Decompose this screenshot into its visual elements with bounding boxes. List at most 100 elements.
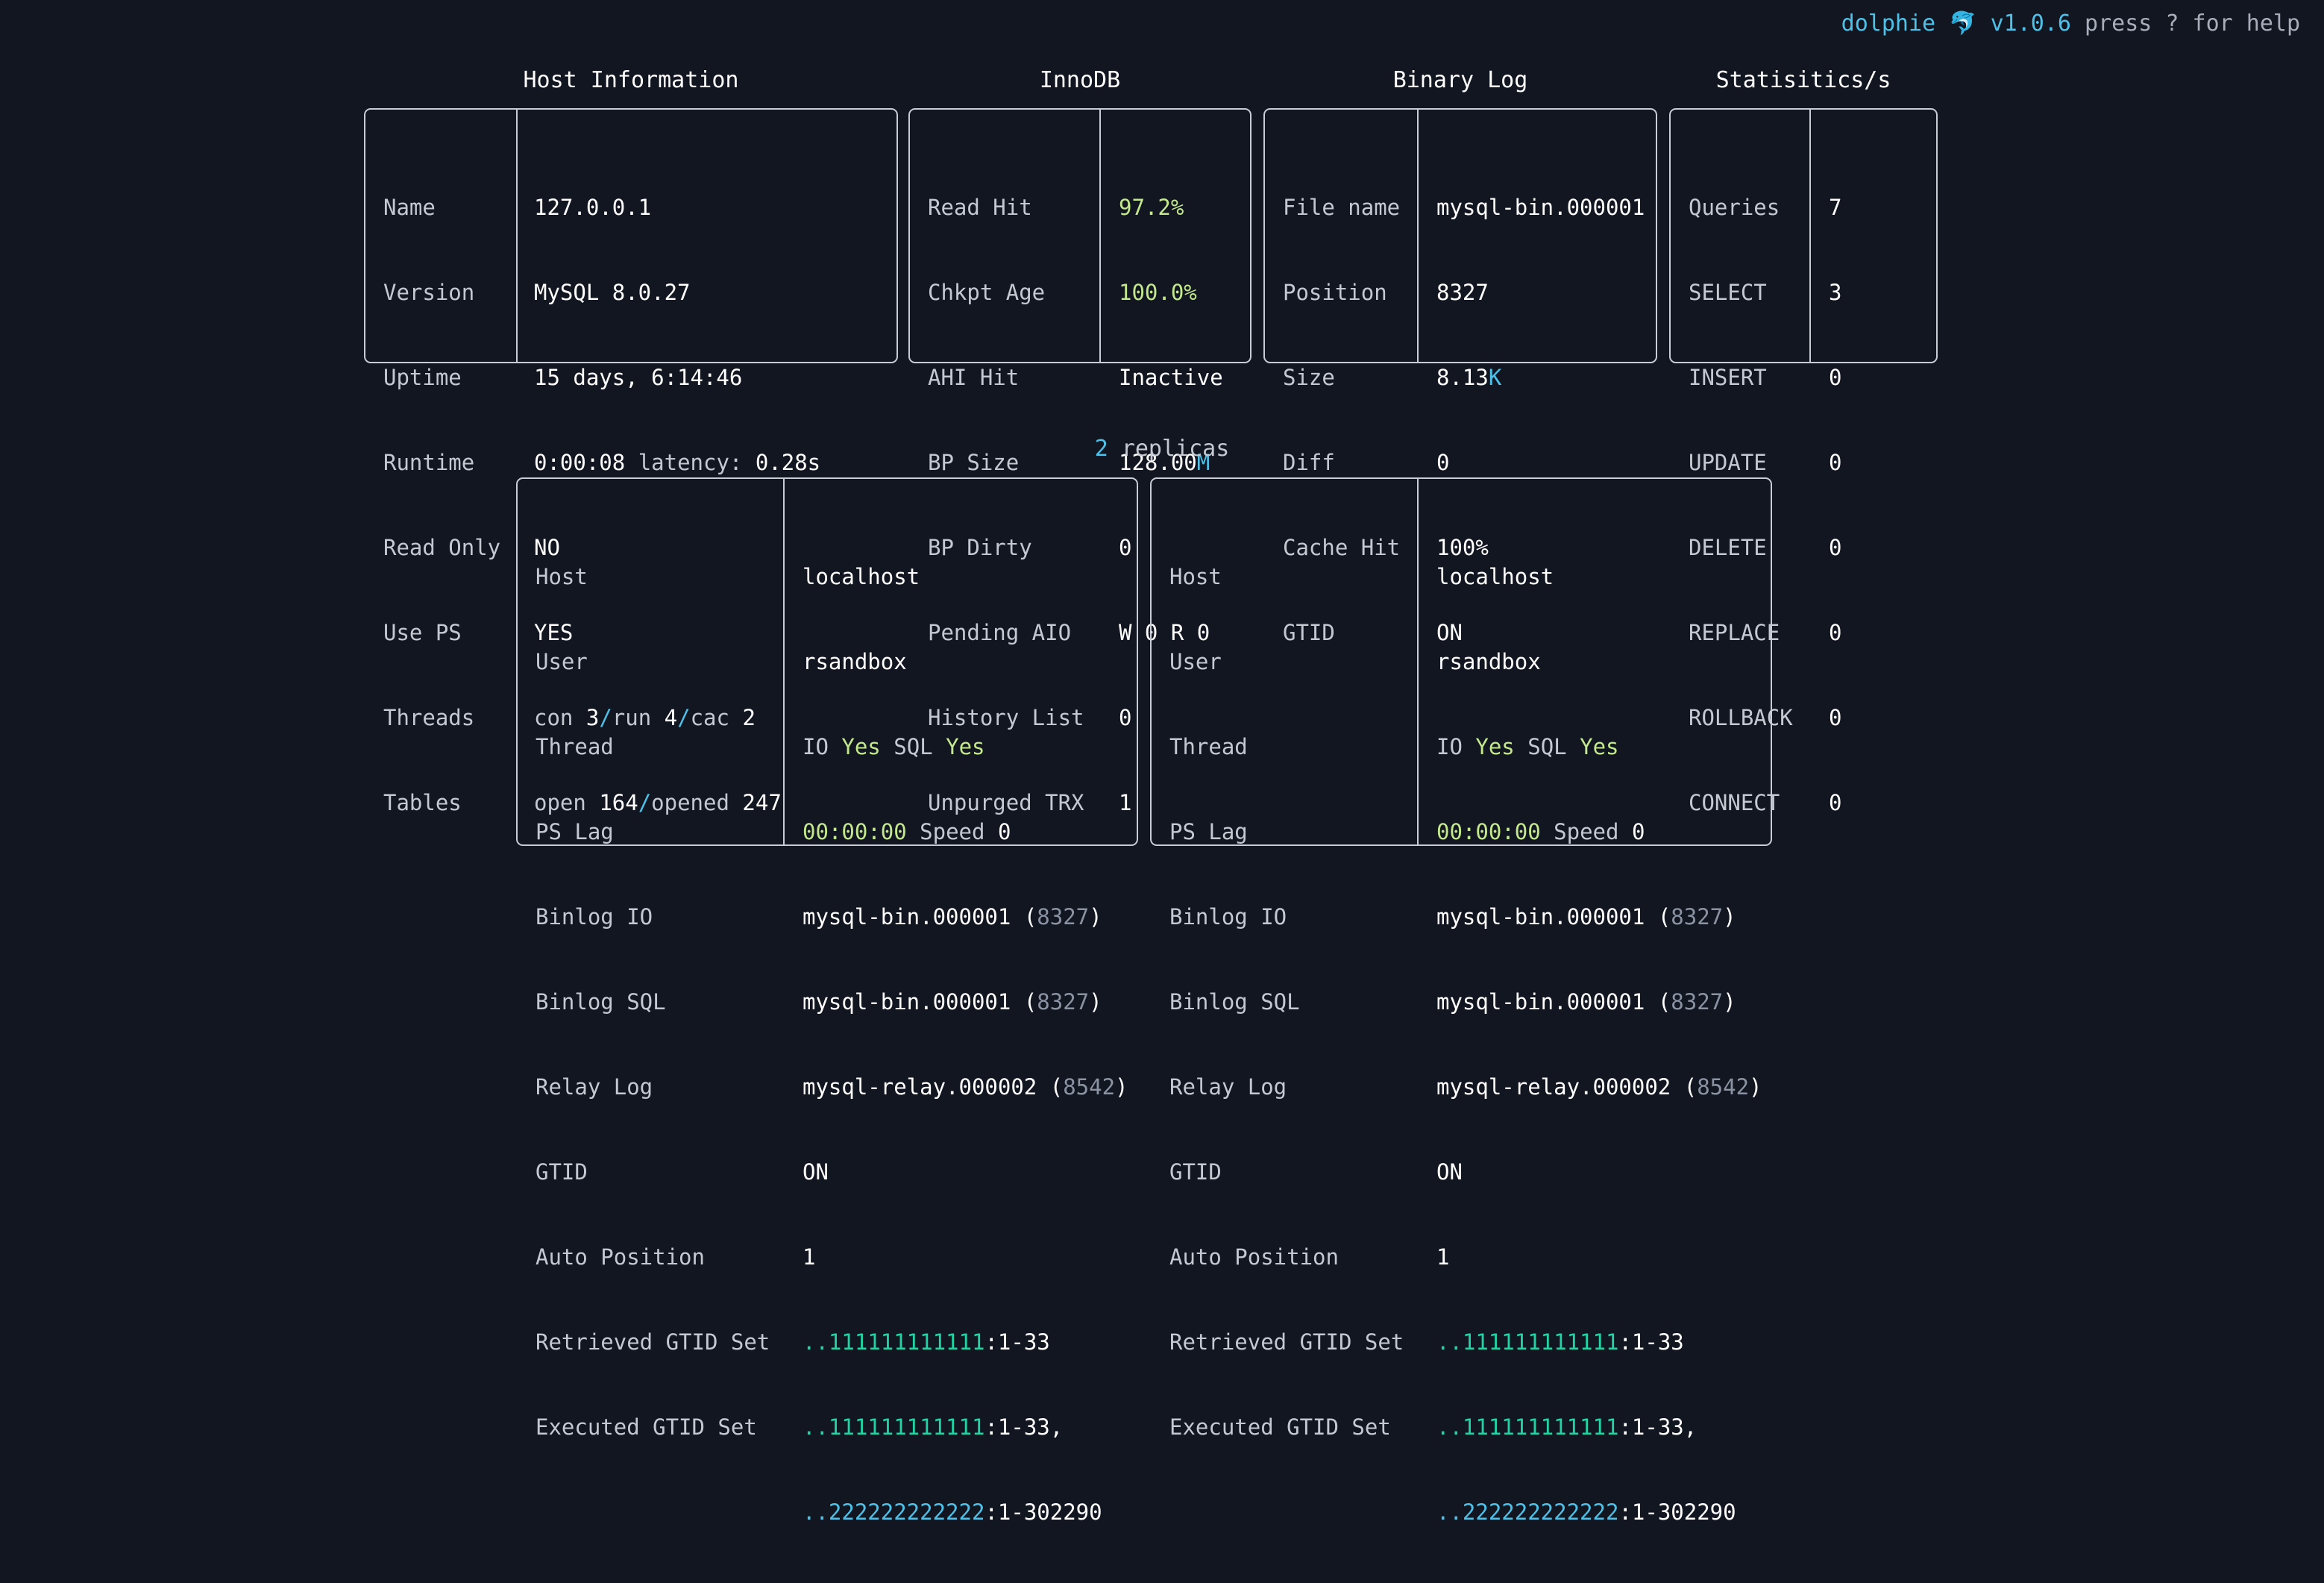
- binlog-sql-file: mysql-bin.000001: [803, 989, 1011, 1015]
- stat-value: 3: [1829, 280, 1842, 305]
- thread-sql-value: Yes: [1580, 734, 1619, 759]
- bp-size-value: 128.00: [1119, 450, 1197, 475]
- statistics-title: Statisitics/s: [1715, 67, 1891, 93]
- binlog-io-pos: 8327: [1671, 904, 1724, 930]
- thread-row: IO Yes SQL Yes: [803, 733, 1128, 761]
- retrieved-gtid-label: Retrieved GTID Set: [1169, 1329, 1404, 1355]
- bp-dirty-label: BP Dirty: [928, 535, 1032, 560]
- gtid-range: :1-33: [1618, 1329, 1684, 1355]
- binlog-io-label: Binlog IO: [1169, 904, 1287, 930]
- relay-log-row: mysql-relay.000002 (8542): [1436, 1074, 1762, 1100]
- binlog-sql-label: Binlog SQL: [1169, 989, 1300, 1015]
- gtid-range: :1-33,: [984, 1414, 1064, 1440]
- thread-sql-label: SQL: [1527, 734, 1567, 759]
- use-ps-label: Use PS: [383, 620, 462, 645]
- gtid-range: :1-33: [984, 1329, 1050, 1355]
- statistics-values: 7 3 0 0 0 0 0 0: [1829, 137, 1907, 874]
- stat-label: UPDATE: [1689, 450, 1767, 475]
- replica-labels: Host User Thread PS Lag Binlog IO Binlog…: [536, 506, 770, 1498]
- auto-position-label: Auto Position: [1169, 1244, 1339, 1270]
- ps-lag-row: 00:00:00 Speed 0: [1436, 818, 1762, 846]
- executed-gtid-label: Executed GTID Set: [536, 1414, 757, 1440]
- stat-label: CONNECT: [1689, 790, 1780, 815]
- read-only-label: Read Only: [383, 535, 501, 560]
- stat-value: 0: [1829, 705, 1842, 730]
- replicas-title: 2 replicas: [0, 434, 2324, 464]
- gtid-uuid: 111111111111: [1462, 1414, 1619, 1440]
- column-divider: [1099, 110, 1101, 362]
- ahi-hit-value: Inactive: [1119, 365, 1223, 390]
- gtid-ellipsis: ..: [1436, 1499, 1463, 1525]
- thread-label: Thread: [536, 734, 614, 759]
- threads-label: Threads: [383, 705, 475, 730]
- threads-cac-value: 2: [742, 705, 756, 730]
- pending-aio-label: Pending AIO: [928, 620, 1072, 645]
- relay-log-row: mysql-relay.000002 (8542): [803, 1074, 1128, 1100]
- column-divider: [783, 479, 785, 844]
- read-hit-value: 97.2%: [1119, 195, 1184, 220]
- unpurged-trx-value: 1: [1119, 790, 1132, 815]
- replica-panel: Host User Thread PS Lag Binlog IO Binlog…: [516, 477, 1138, 1525]
- tables-open-label: open: [534, 790, 586, 815]
- relay-log-pos: 8542: [1063, 1074, 1116, 1100]
- stat-value: 7: [1829, 195, 1842, 220]
- thread-io-value: Yes: [1475, 734, 1515, 759]
- tables-open-value: 164: [599, 790, 638, 815]
- speed-label: Speed: [1554, 819, 1619, 844]
- bp-dirty-value: 0: [1119, 535, 1132, 560]
- dolphin-icon: 🐬: [1949, 10, 1977, 37]
- threads-run-label: run: [612, 705, 652, 730]
- gtid-uuid: 222222222222: [1462, 1499, 1619, 1525]
- host-info-values: 127.0.0.1 MySQL 8.0.27 15 days, 6:14:46 …: [534, 137, 820, 874]
- gtid-range: :1-302290: [1618, 1499, 1736, 1525]
- statistics-panel: Queries SELECT INSERT UPDATE DELETE REPL…: [1669, 108, 1938, 815]
- bp-size-unit: M: [1196, 450, 1210, 475]
- history-list-value: 0: [1119, 705, 1132, 730]
- ps-lag-row: 00:00:00 Speed 0: [803, 818, 1128, 846]
- gtid-value: ON: [1436, 1159, 1463, 1185]
- replica-labels: Host User Thread PS Lag Binlog IO Binlog…: [1169, 506, 1404, 1498]
- stat-value: 0: [1829, 365, 1842, 390]
- speed-value: 0: [1631, 819, 1645, 844]
- stat-label: SELECT: [1689, 280, 1767, 305]
- stat-value: 0: [1829, 790, 1842, 815]
- executed-gtid-row: ..111111111111:1-33,: [803, 1413, 1128, 1441]
- uptime-label: Uptime: [383, 365, 462, 390]
- help-hint: press ? for help: [2085, 10, 2300, 37]
- host-label: Host: [536, 564, 588, 589]
- binary-log-title: Binary Log: [1392, 67, 1528, 93]
- column-divider: [1809, 110, 1811, 362]
- app-version: v1.0.6: [1990, 10, 2071, 37]
- host-name-value: 127.0.0.1: [534, 195, 652, 220]
- unpurged-trx-label: Unpurged TRX: [928, 790, 1084, 815]
- gtid-label: GTID: [1169, 1159, 1222, 1185]
- stat-value: 0: [1829, 450, 1842, 475]
- version-label: Version: [383, 280, 475, 305]
- app-header: dolphie 🐬 v1.0.6 press ? for help: [1841, 9, 2300, 39]
- thread-sql-value: Yes: [946, 734, 985, 759]
- ahi-hit-label: AHI Hit: [928, 365, 1020, 390]
- binlog-sql-pos: 8327: [1037, 989, 1090, 1015]
- binlog-io-file: mysql-bin.000001: [1436, 904, 1645, 930]
- stat-label: DELETE: [1689, 535, 1767, 560]
- threads-con-label: con: [534, 705, 574, 730]
- binlog-sql-label: Binlog SQL: [536, 989, 666, 1015]
- bp-size-label: BP Size: [928, 450, 1020, 475]
- binlog-sql-row: mysql-bin.000001 (8327): [1436, 989, 1736, 1015]
- gtid-uuid: 111111111111: [828, 1329, 985, 1355]
- cache-hit-label: Cache Hit: [1283, 535, 1401, 560]
- size-unit: K: [1488, 365, 1502, 390]
- innodb-values: 97.2% 100.0% Inactive 128.00M 0 W 0 R 0 …: [1119, 137, 1223, 874]
- chkpt-age-value: 100.0%: [1119, 280, 1197, 305]
- binary-log-panel: File name Position Size Diff Cache Hit G…: [1263, 108, 1657, 645]
- size-label: Size: [1283, 365, 1335, 390]
- gtid-range: :1-302290: [984, 1499, 1102, 1525]
- auto-position-label: Auto Position: [536, 1244, 705, 1270]
- ps-lag-label: PS Lag: [1169, 819, 1248, 844]
- ps-lag-value: 00:00:00: [1436, 819, 1541, 844]
- use-ps-value: YES: [534, 620, 574, 645]
- diff-label: Diff: [1283, 450, 1335, 475]
- binlog-io-file: mysql-bin.000001: [803, 904, 1011, 930]
- host-label: Host: [1169, 564, 1222, 589]
- user-label: User: [536, 649, 588, 674]
